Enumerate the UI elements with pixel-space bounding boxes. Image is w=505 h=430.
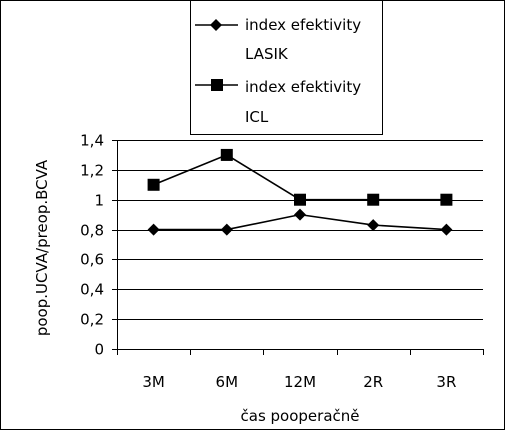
legend: index efektivity LASIK index efektivity … <box>190 0 383 135</box>
legend-label-lasik-line1: index efektivity <box>245 16 361 34</box>
data-point-diamond <box>147 223 160 236</box>
x-tick-label: 2R <box>363 373 383 391</box>
x-tick-label: 3M <box>142 373 165 391</box>
x-tick-label: 3R <box>436 373 456 391</box>
y-tick-label: 0,4 <box>80 281 104 299</box>
data-point-square <box>294 193 306 206</box>
legend-label-icl-line1: index efektivity <box>245 78 361 96</box>
series-icl <box>147 148 453 206</box>
x-tick-label: 12M <box>284 373 316 391</box>
legend-label-icl-line2: ICL <box>245 108 269 126</box>
x-axis-title: čas pooperačně <box>241 407 360 425</box>
y-axis-title: poop.UCVA/preop.BCVA <box>33 159 51 336</box>
data-point-diamond <box>220 223 233 236</box>
y-tick-label: 1,2 <box>80 162 104 180</box>
data-point-diamond <box>294 208 306 221</box>
legend-label-lasik-line2: LASIK <box>245 45 289 63</box>
axes: 0 0,2 0,4 0,6 0,8 1 1,2 1,4 3M 6M 12M 2R 3R <box>80 132 484 391</box>
legend-item-lasik: index efektivity LASIK <box>195 16 361 63</box>
y-tick-label: 0,2 <box>80 311 104 329</box>
legend-item-icl: index efektivity ICL <box>195 78 361 126</box>
y-tick-label: 0 <box>94 341 104 359</box>
data-point-square <box>220 148 233 161</box>
data-point-square <box>147 178 160 191</box>
series-line <box>153 154 447 201</box>
legend-diamond-marker <box>210 19 222 31</box>
data-point-square <box>440 193 453 206</box>
data-point-square <box>367 193 380 206</box>
legend-box <box>190 0 383 135</box>
y-tick-label: 0,6 <box>80 251 104 269</box>
data-point-diamond <box>367 219 380 232</box>
y-tick-label: 1,4 <box>80 132 104 150</box>
y-tick-label: 0,8 <box>80 222 104 240</box>
legend-square-marker <box>211 79 223 91</box>
x-tick-label: 6M <box>216 373 239 391</box>
series-lasik <box>147 208 453 236</box>
data-point-diamond <box>440 223 453 236</box>
y-tick-label: 1 <box>94 192 104 210</box>
series-layer <box>147 148 453 236</box>
